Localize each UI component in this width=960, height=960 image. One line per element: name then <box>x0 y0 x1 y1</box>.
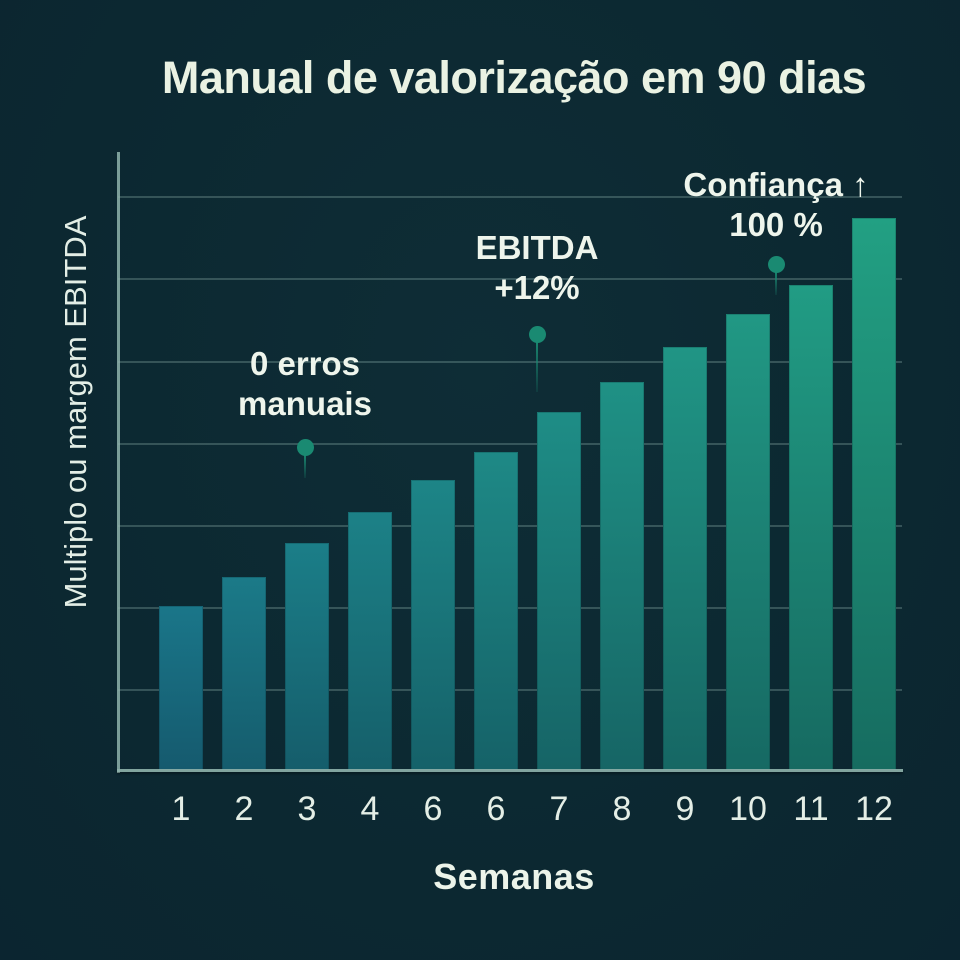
chart-title: Manual de valorização em 90 dias <box>161 52 867 103</box>
y-axis-label: Multiplo ou margem EBITDA <box>58 215 93 609</box>
bar-week-8-idx8 <box>600 382 644 770</box>
h-gridline <box>118 278 902 280</box>
x-tick-label: 11 <box>793 790 829 828</box>
bar-week-2-idx2 <box>222 577 266 770</box>
bar-week-1-idx1 <box>159 606 203 770</box>
annotation-dot-ebitda <box>529 326 546 343</box>
bar-week-12-idx12 <box>852 218 896 770</box>
bar-week-4-idx4 <box>348 512 392 770</box>
x-tick-label: 1 <box>171 790 191 828</box>
x-tick-label: 2 <box>234 790 254 828</box>
annotation-line: 0 erros <box>249 345 361 382</box>
annotation-dot-zero-errors <box>297 439 314 456</box>
annotation-line: 100 % <box>729 206 823 243</box>
x-axis-label: Semanas <box>433 856 595 897</box>
x-tick-label: 9 <box>675 790 695 828</box>
h-gridline <box>118 196 902 198</box>
bar-week-11-idx11 <box>789 285 833 770</box>
x-tick-label: 4 <box>360 790 380 828</box>
bar-week-3-idx3 <box>285 543 329 770</box>
h-gridline <box>118 361 902 363</box>
x-tick-label: 10 <box>729 790 767 828</box>
annotation-confianca: Confiança ↑ 100 % <box>683 165 868 245</box>
y-axis-line <box>117 152 120 773</box>
h-gridline <box>118 443 902 445</box>
bar-week-7-idx7 <box>537 412 581 770</box>
annotation-stem-zero-errors <box>304 455 306 478</box>
x-tick-label: 8 <box>612 790 632 828</box>
x-tick-label: 6 <box>423 790 443 828</box>
x-axis-line <box>117 769 903 772</box>
x-tick-label: 12 <box>855 790 893 828</box>
bar-week-6-idx5 <box>411 480 455 770</box>
x-tick-label: 6 <box>486 790 506 828</box>
bar-week-9-idx9 <box>663 347 707 770</box>
annotation-stem-ebitda <box>536 342 538 392</box>
annotation-zero-errors: 0 erros manuais <box>238 344 372 424</box>
bar-week-6-idx6 <box>474 452 518 770</box>
x-tick-label: 7 <box>549 790 569 828</box>
x-tick-label: 3 <box>297 790 317 828</box>
annotation-dot-confianca <box>768 256 785 273</box>
annotation-ebitda: EBITDA +12% <box>476 228 599 308</box>
annotation-line: Confiança ↑ <box>683 166 869 203</box>
bar-week-10-idx10 <box>726 314 770 770</box>
annotation-stem-confianca <box>775 272 777 295</box>
annotation-line: manuais <box>238 385 372 422</box>
annotation-line: EBITDA <box>475 229 599 266</box>
annotation-line: +12% <box>494 269 580 306</box>
